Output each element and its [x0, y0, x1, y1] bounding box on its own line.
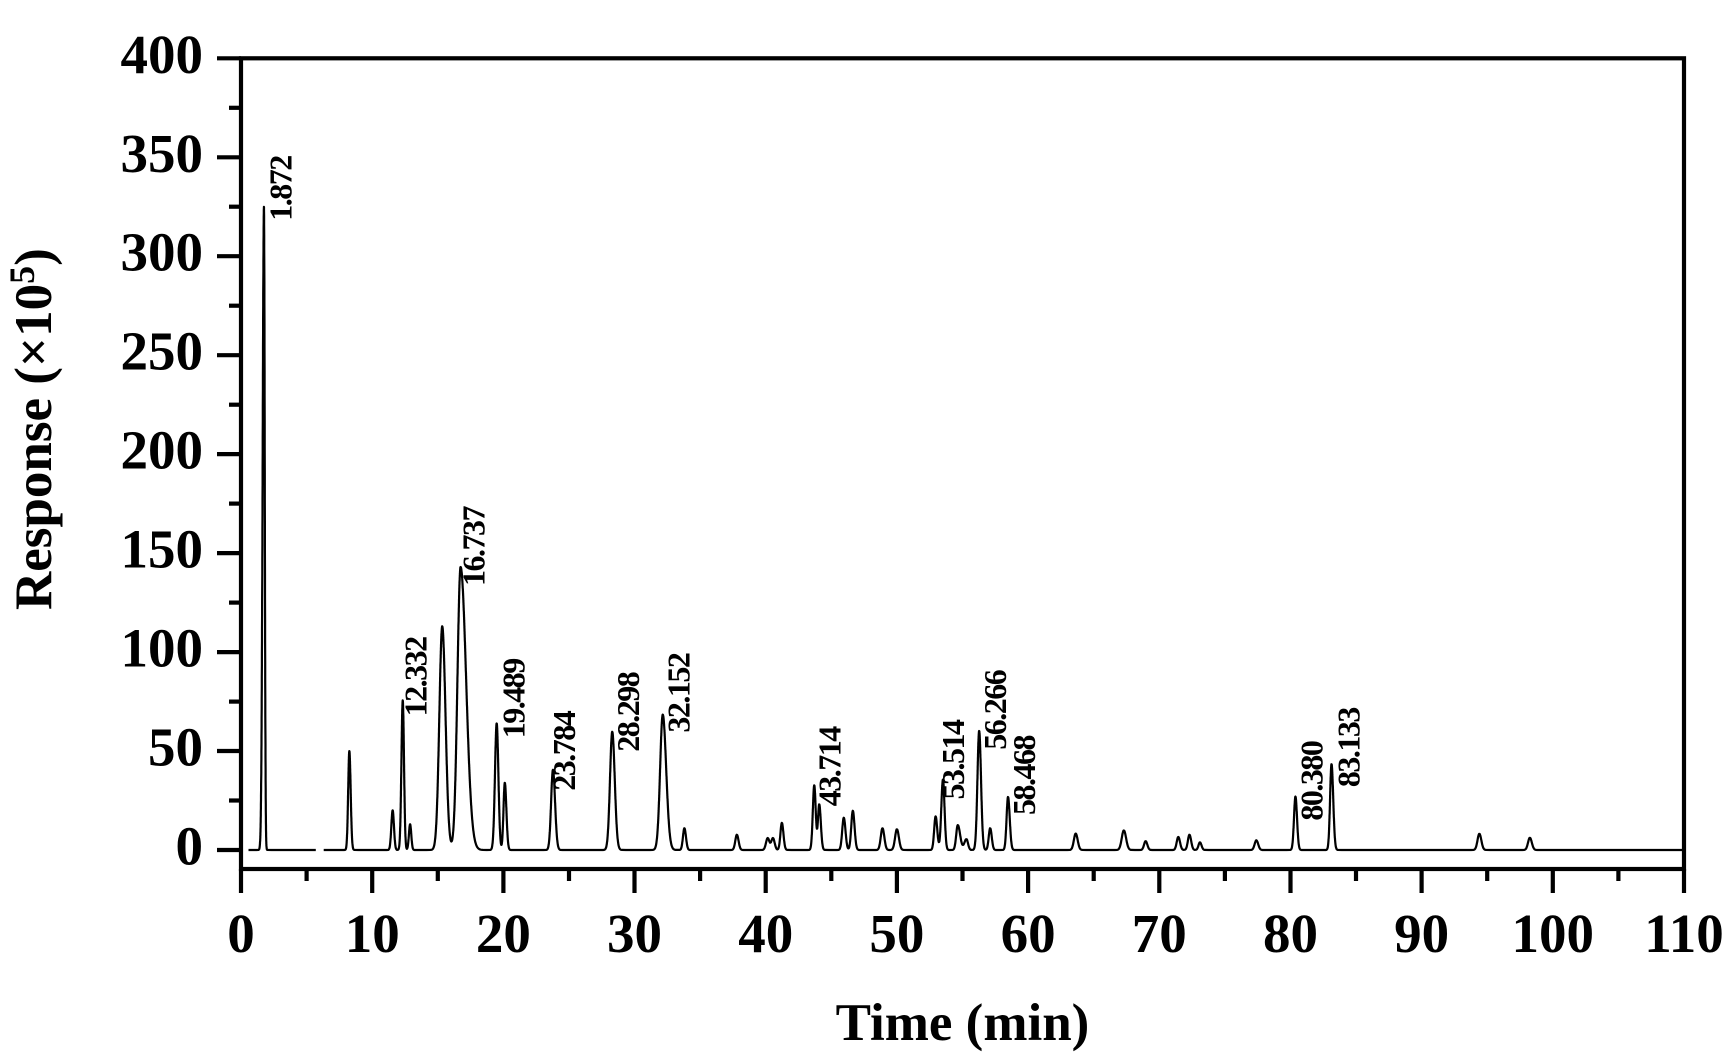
svg-text:Time (min): Time (min) [836, 994, 1090, 1052]
svg-text:350: 350 [121, 123, 204, 184]
svg-text:400: 400 [121, 24, 204, 85]
svg-text:20: 20 [476, 903, 531, 964]
svg-text:80.380: 80.380 [1293, 741, 1329, 821]
svg-text:70: 70 [1132, 903, 1187, 964]
svg-text:10: 10 [345, 903, 400, 964]
svg-text:19.489: 19.489 [496, 659, 532, 739]
svg-text:100: 100 [1512, 903, 1595, 964]
svg-text:150: 150 [121, 519, 204, 580]
svg-text:300: 300 [121, 222, 204, 283]
svg-text:200: 200 [121, 420, 204, 481]
svg-text:Response (×105): Response (×105) [2, 248, 63, 610]
svg-text:28.298: 28.298 [610, 672, 646, 752]
svg-text:83.133: 83.133 [1331, 708, 1367, 788]
svg-text:100: 100 [121, 618, 204, 679]
svg-text:40: 40 [738, 903, 793, 964]
svg-text:30: 30 [607, 903, 662, 964]
svg-text:12.332: 12.332 [398, 637, 434, 717]
svg-text:43.714: 43.714 [811, 726, 847, 807]
svg-text:23.784: 23.784 [546, 710, 582, 791]
svg-text:58.468: 58.468 [1006, 736, 1042, 816]
svg-text:80: 80 [1263, 903, 1318, 964]
svg-text:50: 50 [869, 903, 924, 964]
svg-text:60: 60 [1001, 903, 1056, 964]
svg-text:110: 110 [1644, 903, 1723, 964]
svg-text:32.152: 32.152 [661, 653, 697, 733]
svg-text:90: 90 [1394, 903, 1449, 964]
svg-text:50: 50 [148, 717, 203, 778]
svg-text:56.266: 56.266 [977, 669, 1013, 750]
svg-text:1.872: 1.872 [263, 156, 299, 221]
svg-text:250: 250 [121, 321, 204, 382]
svg-text:0: 0 [176, 816, 204, 877]
svg-text:53.514: 53.514 [935, 719, 971, 800]
svg-text:16.737: 16.737 [456, 506, 492, 587]
svg-text:0: 0 [227, 903, 255, 964]
